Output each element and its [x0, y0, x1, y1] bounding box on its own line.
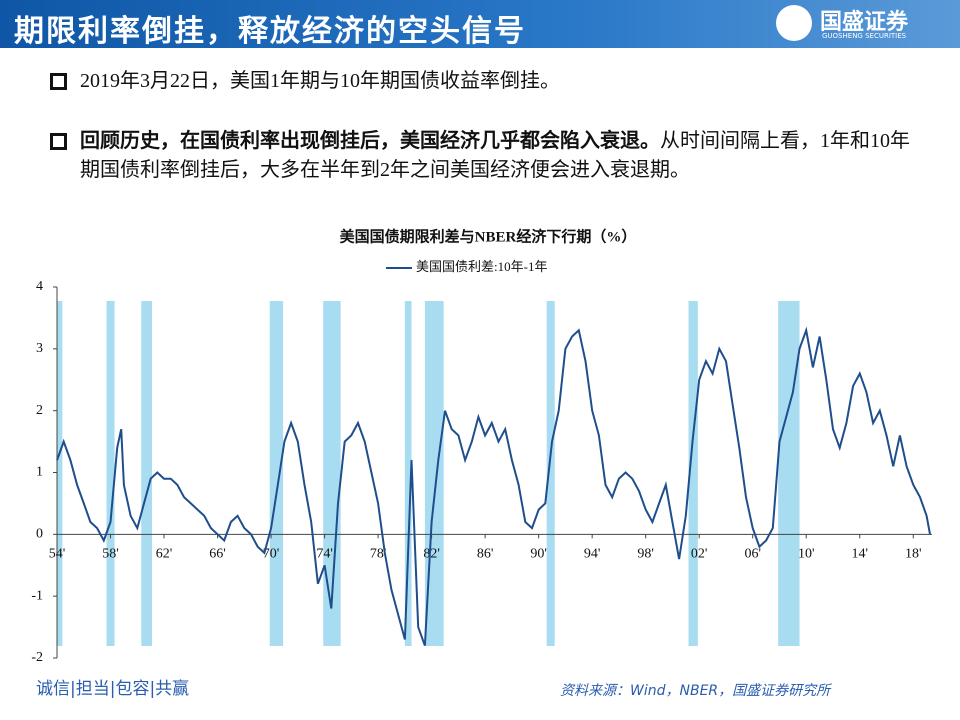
x-tick-label: 18' — [905, 547, 922, 562]
x-tick-label: 86' — [477, 547, 494, 562]
x-tick-label: 10' — [798, 547, 815, 562]
y-tick-label: 0 — [36, 527, 43, 542]
x-tick-label: 06' — [744, 547, 761, 562]
recession-band — [106, 301, 115, 646]
recession-band — [688, 301, 698, 646]
y-tick-label: 1 — [36, 465, 43, 480]
x-tick-label: 58' — [102, 547, 119, 562]
y-tick-label: -2 — [31, 650, 43, 665]
recession-band — [269, 301, 284, 646]
x-tick-label: 78' — [370, 547, 387, 562]
bullet-text: 2019年3月22日，美国1年期与10年期国债收益率倒挂。 — [80, 70, 560, 92]
x-tick-label: 02' — [691, 547, 708, 562]
source-note: 资料来源：Wind，NBER，国盛证券研究所 — [560, 683, 831, 699]
bullet-normal: 从时间间隔上看，1年和10年期国债利率倒挂后，大多在半年到2年之间美国经济便会进… — [80, 130, 910, 181]
logo-text: 国盛证券 — [820, 10, 909, 35]
x-tick-label: 62' — [156, 547, 173, 562]
recession-band — [778, 301, 800, 646]
y-tick-label: -1 — [31, 588, 43, 603]
x-tick-label: 82' — [423, 547, 440, 562]
x-tick-label: 54' — [49, 547, 66, 562]
bullet-bold: 回顾历史，在国债利率出现倒挂后，美国经济几乎都会陷入衰退。 — [80, 130, 660, 152]
x-tick-label: 14' — [851, 547, 868, 562]
recession-band — [57, 301, 63, 646]
x-tick-label: 70' — [263, 547, 280, 562]
x-tick-label: 94' — [584, 547, 601, 562]
y-tick-label: 3 — [36, 341, 43, 356]
x-tick-label: 74' — [316, 547, 333, 562]
recession-band — [323, 301, 341, 646]
bullet-marker — [50, 73, 67, 90]
bullet-text: 回顾历史，在国债利率出现倒挂后，美国经济几乎都会陷入衰退。从时间间隔上看，1年和… — [80, 127, 910, 185]
recession-band — [546, 301, 555, 646]
recession-band — [404, 301, 412, 646]
data-line — [56, 326, 931, 646]
footer-motto: 诚信|担当|包容|共赢 — [36, 679, 190, 699]
x-tick-label: 66' — [209, 547, 226, 562]
recession-band — [141, 301, 152, 646]
x-tick-label: 98' — [637, 547, 654, 562]
legend-label: 美国国债利差:10年-1年 — [416, 259, 547, 274]
logo-icon — [776, 5, 812, 41]
slide-title: 期限利率倒挂，释放经济的空头信号 — [14, 14, 526, 49]
x-tick-label: 90' — [530, 547, 547, 562]
y-tick-label: 4 — [36, 279, 43, 294]
logo-subtext: GUOSHENG SECURITIES — [822, 32, 907, 40]
bullet-marker — [50, 133, 67, 150]
chart-title: 美国国债期限利差与NBER经济下行期（%） — [340, 227, 637, 245]
y-tick-label: 2 — [36, 403, 43, 418]
